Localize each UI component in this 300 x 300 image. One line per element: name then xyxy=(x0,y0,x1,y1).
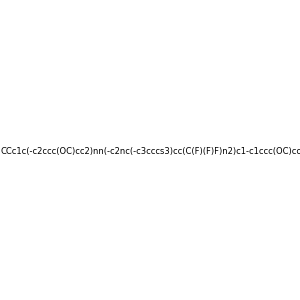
Text: CCc1c(-c2ccc(OC)cc2)nn(-c2nc(-c3cccs3)cc(C(F)(F)F)n2)c1-c1ccc(OC)cc1: CCc1c(-c2ccc(OC)cc2)nn(-c2nc(-c3cccs3)cc… xyxy=(1,147,300,156)
